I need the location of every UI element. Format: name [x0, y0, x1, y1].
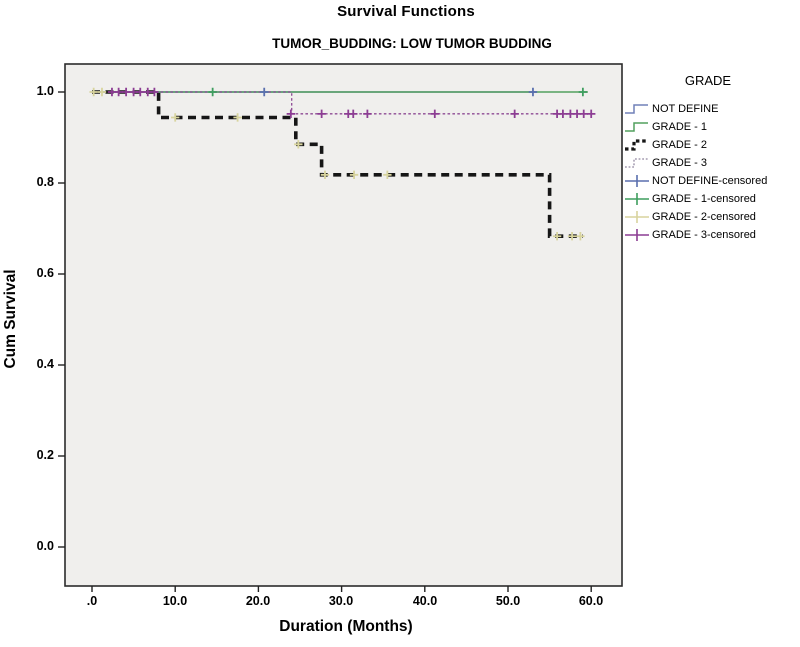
legend-entry-label: GRADE - 1 [652, 120, 708, 133]
censored-plus-swatch-icon [625, 210, 649, 223]
legend-entry-label: GRADE - 2-censored [652, 210, 756, 223]
censored-mark-grade-3 [121, 87, 131, 97]
x-tick-label: 30.0 [328, 594, 354, 608]
legend-entry-label: GRADE - 3-censored [652, 228, 756, 241]
step-line-swatch-icon [625, 157, 648, 168]
x-tick-label: 40.0 [412, 594, 438, 608]
censored-mark-grade-3 [579, 109, 588, 119]
censored-mark-grade-2 [349, 170, 359, 180]
censored-plus-swatch-icon [625, 174, 649, 187]
legend-entry-label: NOT DEFINE-censored [652, 174, 768, 187]
step-line-swatch-icon [625, 121, 648, 132]
censored-mark-grade-2 [233, 113, 242, 122]
legend-entry-label: GRADE - 1-censored [652, 192, 756, 205]
y-tick-label: 0.8 [36, 175, 54, 189]
censored-mark-grade-3 [114, 87, 123, 97]
step-line-swatch-icon [625, 103, 648, 114]
step-line-swatch-icon [625, 138, 648, 151]
censored-mark-grade-3 [349, 109, 358, 119]
censored-mark-grade-2 [576, 232, 585, 241]
censored-mark-grade-2 [552, 232, 562, 241]
plot-area [64, 63, 623, 587]
x-tick-label: 20.0 [245, 594, 271, 608]
censored-mark-grade-1 [208, 87, 217, 97]
chart-title: Survival Functions [337, 3, 475, 20]
censored-mark-grade-3 [510, 109, 519, 119]
legend-entry-label: GRADE - 2 [652, 138, 708, 151]
censored-mark-grade-1 [578, 87, 588, 97]
y-tick-label: 1.0 [36, 84, 54, 98]
x-tick-label: 50.0 [495, 594, 521, 608]
censored-mark-grade-3 [317, 109, 326, 119]
censored-mark-grade-3 [558, 109, 568, 119]
legend-entry-label: GRADE - 3 [652, 156, 708, 169]
legend-title: GRADE [684, 73, 732, 88]
legend-entry-grade-3-censored: GRADE - 3-censored [624, 226, 756, 243]
censored-mark-grade-3 [150, 87, 159, 97]
censored-mark-grade-3 [363, 109, 372, 119]
y-tick-label: 0.6 [36, 266, 54, 280]
legend-entry-grade-2: GRADE - 2 [624, 136, 707, 153]
x-tick-label: 10.0 [162, 594, 188, 608]
legend-entry-grade-3: GRADE - 3 [624, 154, 707, 171]
censored-mark-not-define [528, 87, 538, 97]
legend-entry-grade-1-censored: GRADE - 1-censored [624, 190, 756, 207]
censored-mark-grade-3 [587, 109, 596, 119]
censored-mark-grade-2 [567, 232, 577, 241]
censored-mark-grade-3 [136, 87, 145, 97]
y-tick-label: 0.0 [36, 539, 54, 553]
km-step-line-grade-2 [92, 90, 583, 238]
legend-entry-not-define: NOT DEFINE [624, 100, 718, 117]
legend-entry-not-define-censored: NOT DEFINE-censored [624, 172, 767, 189]
censored-mark-grade-2 [294, 140, 303, 149]
x-tick-label: .0 [86, 594, 98, 608]
legend-entry-grade-2-censored: GRADE - 2-censored [624, 208, 756, 225]
censored-mark-grade-2 [89, 87, 98, 97]
censored-mark-grade-2 [171, 113, 180, 122]
km-step-line-grade-3 [92, 91, 594, 115]
y-tick-label: 0.4 [36, 357, 54, 371]
censored-mark-not-define [260, 87, 269, 97]
censored-mark-grade-2 [320, 170, 330, 180]
x-tick-label: 60.0 [578, 594, 604, 608]
censored-mark-grade-3 [430, 109, 439, 119]
censored-plus-swatch-icon [625, 192, 649, 205]
chart-subtitle: TUMOR_BUDDING: LOW TUMOR BUDDING [272, 36, 552, 51]
legend-entry-grade-1: GRADE - 1 [624, 118, 707, 135]
censored-mark-grade-2 [383, 170, 392, 180]
censored-plus-swatch-icon [625, 228, 649, 241]
censored-mark-grade-2 [97, 87, 107, 97]
legend-entry-label: NOT DEFINE [652, 102, 719, 115]
y-tick-label: 0.2 [36, 448, 54, 462]
censored-mark-grade-3 [286, 109, 296, 119]
x-axis-label: Duration (Months) [279, 618, 413, 635]
